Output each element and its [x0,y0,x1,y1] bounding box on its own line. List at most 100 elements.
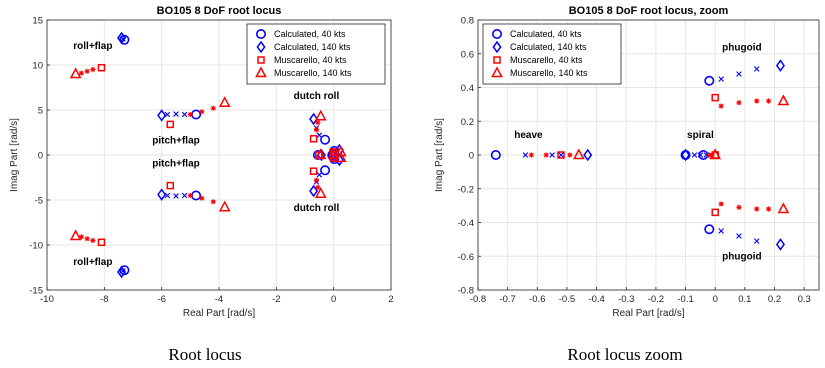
x-tick-label: 0.3 [798,294,811,305]
y-tick-label: -0.8 [458,286,474,297]
legend-label: Calculated, 140 kts [510,42,587,52]
legend-label: Muscarello, 140 kts [510,68,588,78]
data-point [78,234,84,240]
data-point [753,66,760,72]
mode-annotation: heave [514,130,543,141]
legend-marker [255,28,266,39]
y-tick-label: 10 [32,61,43,72]
y-axis-label: Imag Part [rad/s] [434,118,445,192]
y-tick-label: -15 [29,286,43,297]
data-point [166,181,175,190]
mode-annotation: roll+flap [73,41,112,52]
data-point [314,109,327,121]
data-point [120,36,126,42]
data-point [736,233,742,239]
legend-marker [256,40,266,54]
data-point [754,98,760,104]
mode-annotation: phugoid [722,42,761,53]
data-point [173,193,179,199]
data-point [181,111,188,118]
data-point [543,152,549,158]
data-point [557,151,565,159]
data-point [522,152,529,158]
legend-label: Muscarello, 40 kts [510,55,583,65]
mode-annotation: pitch+flap [152,159,200,170]
data-point [218,200,231,212]
data-point [309,184,319,198]
data-point [164,192,171,199]
data-point [309,167,318,175]
data-point [210,105,216,111]
data-point [315,184,321,190]
y-tick-label: 15 [32,16,43,27]
data-point [69,229,82,241]
data-point [309,135,318,143]
x-tick-label: 0 [713,294,718,305]
data-point [572,148,585,160]
legend-label: Muscarello, 140 kts [274,68,352,78]
data-point [753,238,760,244]
data-point [84,68,90,74]
data-point [119,265,130,276]
legend-marker [492,40,502,54]
y-tick-label: -0.6 [458,252,474,263]
data-point [681,148,691,162]
data-point [697,152,704,158]
data-point [314,187,327,198]
y-tick-label: 0 [38,151,43,162]
data-point [320,165,331,176]
legend-label: Calculated, 40 kts [510,29,582,39]
data-point [704,224,715,235]
x-tick-label: -6 [157,294,165,305]
data-point [736,71,742,77]
y-tick-label: -0.2 [458,184,474,195]
x-tick-label: -2 [272,294,280,305]
data-point [549,152,555,158]
chart-title: BO105 8 DoF root locus, zoom [569,5,729,17]
data-point [309,112,319,126]
y-tick-label: -5 [35,196,43,207]
x-tick-label: 0 [331,294,336,305]
data-point [736,204,742,210]
legend-marker [255,66,267,78]
data-point [775,238,785,251]
data-point [754,206,760,212]
data-point [765,206,772,212]
data-point [313,177,320,183]
y-tick-label: 5 [38,106,43,117]
data-point [327,148,340,160]
y-tick-label: 0.4 [461,83,474,94]
legend-marker [491,66,503,78]
data-point [718,228,724,234]
data-point [718,76,724,82]
mode-annotation: dutch roll [294,91,340,102]
data-point [315,120,321,126]
x-tick-label: 0.1 [738,294,751,305]
x-tick-label: -0.2 [648,294,664,305]
data-point [97,238,106,247]
data-point [334,145,347,157]
data-point [157,188,167,201]
x-tick-label: -0.6 [529,294,545,305]
caption-root-locus: Root locus [168,345,241,364]
chart-title: BO105 8 DoF root locus [157,5,282,17]
x-tick-label: -4 [215,294,223,305]
data-point [706,152,712,158]
data-point [711,208,719,217]
legend-marker [491,28,502,39]
data-point [314,148,327,160]
caption-root-locus-zoom: Root locus zoom [567,345,682,364]
y-tick-label: 0.6 [461,49,474,60]
data-point [777,94,790,106]
root-locus-zoom-chart: -0.8 -0.7 -0.6 -0.5 -0.4 -0.3 -0.2 -0.1 0 0.1 0.2 0… [434,5,820,319]
data-point [69,67,82,79]
x-tick-label: -0.5 [559,294,575,305]
data-point [97,63,106,72]
data-point [316,132,323,138]
data-point [490,150,501,161]
data-point [199,195,205,201]
data-point [187,192,193,199]
x-tick-label: -0.8 [470,294,486,305]
data-point [691,152,698,158]
data-point [316,172,323,178]
